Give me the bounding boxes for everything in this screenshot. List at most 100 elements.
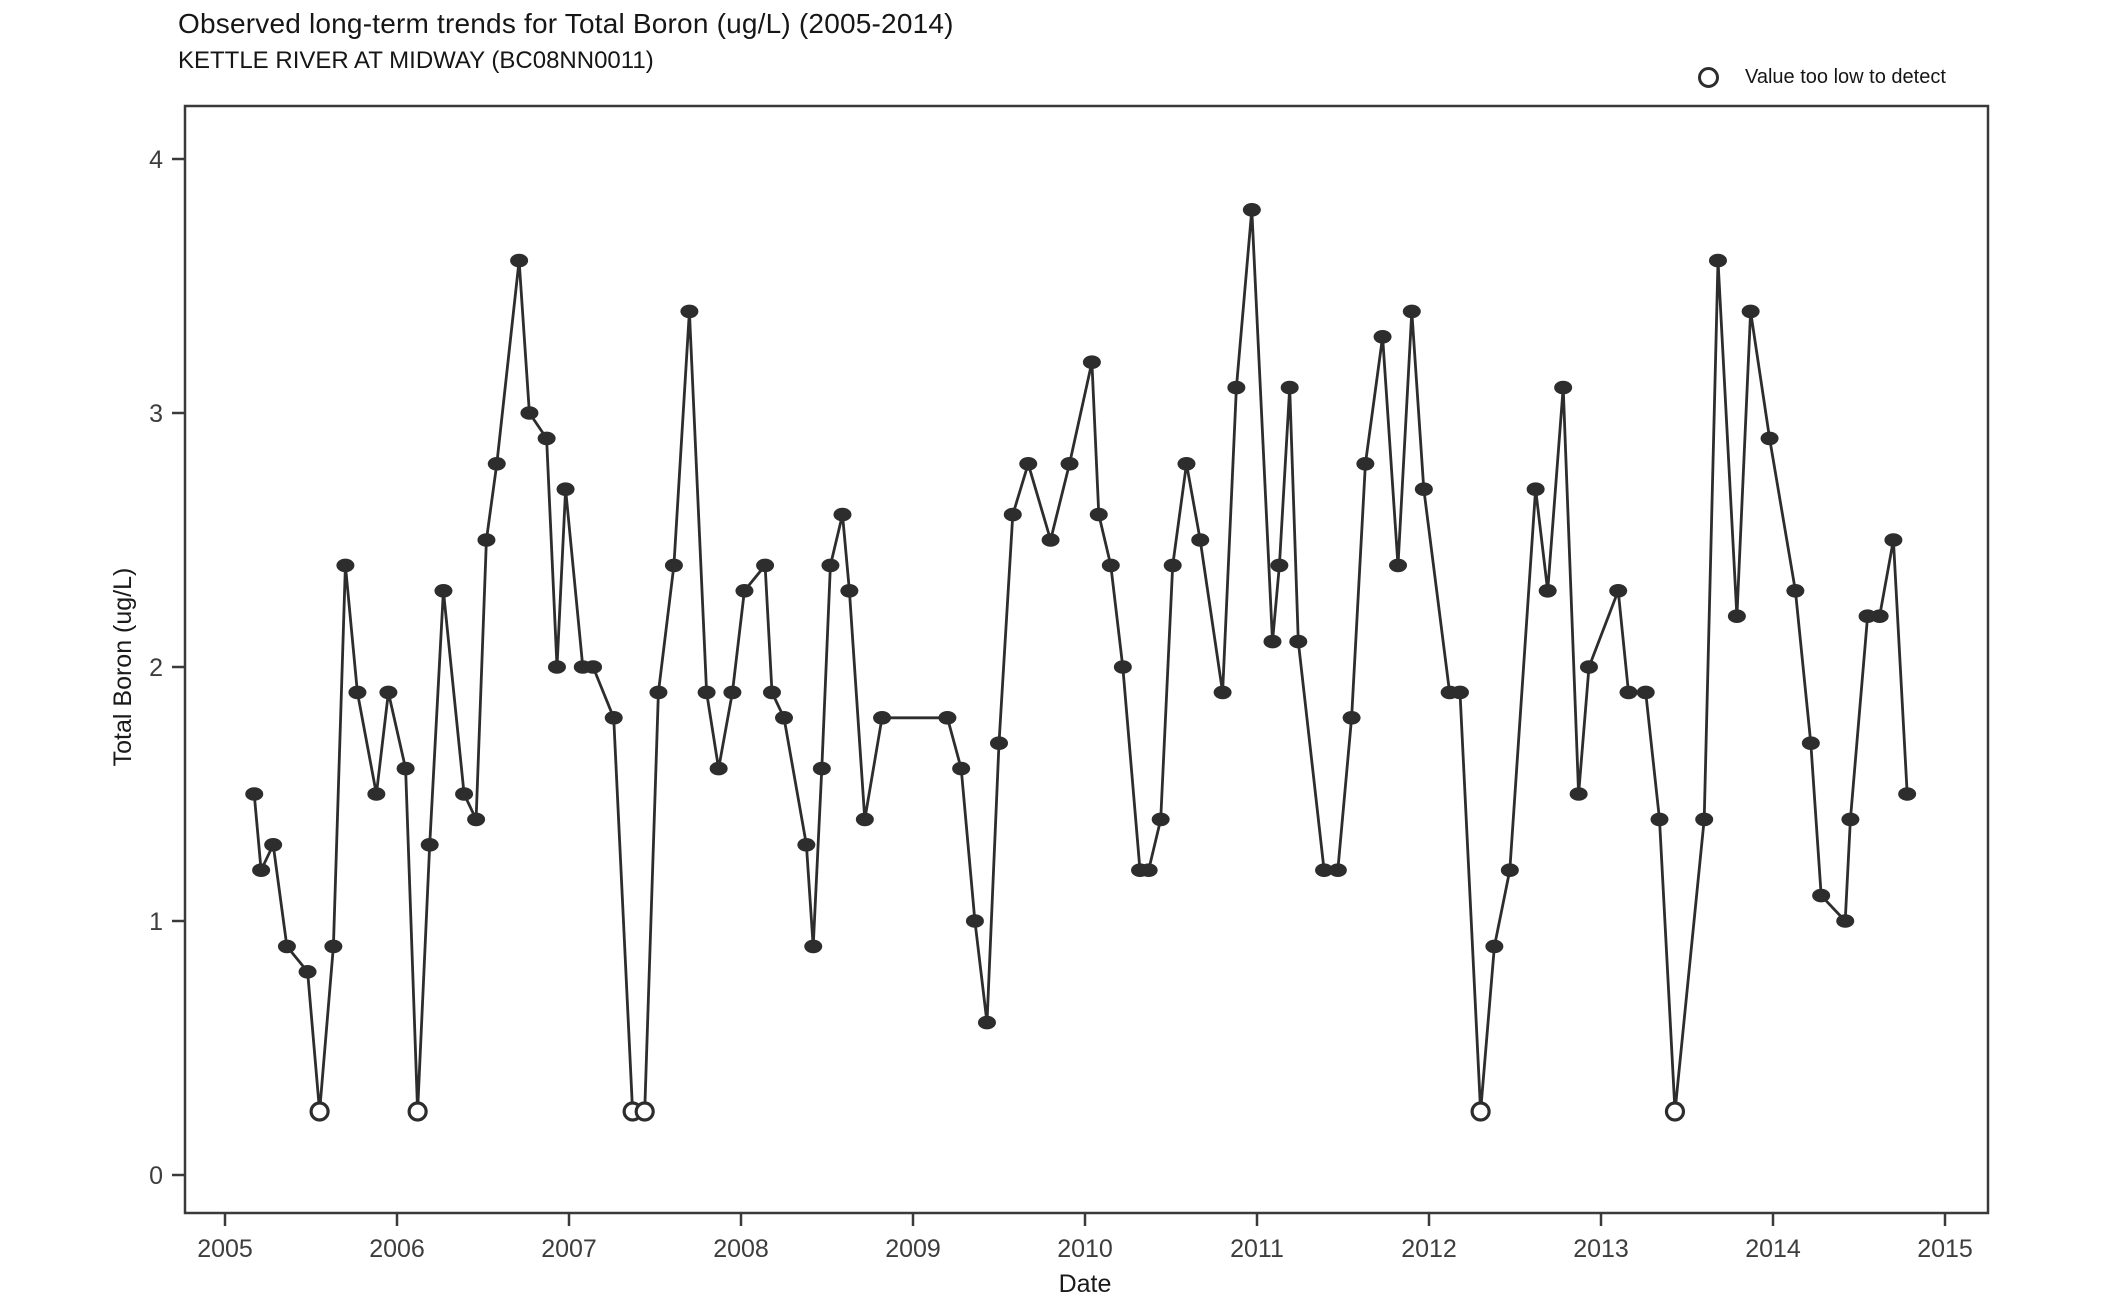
data-point [1786,584,1805,598]
data-point [1242,203,1261,217]
data-point [1538,584,1557,598]
data-point [1841,812,1860,827]
data-point [510,253,529,268]
x-tick-label: 2012 [1401,1235,1457,1263]
y-tick-label: 3 [149,400,163,428]
nondetect-point [309,1101,330,1122]
data-point [604,711,623,725]
data-point [298,965,317,979]
data-point [762,685,781,700]
data-point [477,533,496,547]
legend: Value too low to detect [1698,66,1946,89]
data-point [1708,253,1727,268]
data-point [1579,660,1598,674]
data-point [336,558,355,573]
data-point [664,558,683,573]
data-point [537,431,556,446]
data-point [420,838,439,852]
data-point [1151,812,1170,827]
open-circle-icon [1698,67,1719,88]
data-point [1609,584,1628,598]
data-point [812,761,831,776]
nondetect-point [634,1101,655,1122]
data-point [1328,863,1347,877]
data-point [1389,558,1408,573]
x-tick-label: 2013 [1573,1235,1629,1263]
data-point [547,660,566,674]
panel-border [183,104,1990,1215]
data-point [264,838,283,852]
data-point [1414,482,1433,497]
series-line [252,208,1909,1113]
data-point [1177,457,1196,471]
data-point [775,711,793,725]
data-point [1191,533,1210,547]
nondetect-point [1664,1101,1686,1122]
data-point [873,711,892,725]
data-point [797,838,816,852]
data-point [1569,787,1588,801]
data-point [1227,380,1246,395]
data-point [1356,457,1375,471]
data-point [277,939,296,954]
data-point [1760,431,1779,446]
chart-subtitle: KETTLE RIVER AT MIDWAY (BC08NN0011) [178,47,654,74]
x-tick-label: 2011 [1230,1235,1284,1263]
data-point [1450,685,1469,700]
data-point [379,685,398,700]
y-tick-label: 1 [149,908,163,936]
data-point [1060,457,1079,471]
data-point [1554,380,1573,395]
data-point [1695,812,1714,827]
x-tick-label: 2015 [1917,1235,1973,1263]
data-point [1373,330,1392,344]
data-point [1139,863,1158,877]
data-point [1101,558,1120,573]
x-tick-label: 2009 [885,1235,941,1263]
data-point [1163,558,1182,573]
x-tick-label: 2010 [1057,1235,1113,1263]
legend-label: Value too low to detect [1745,66,1946,88]
data-point [821,558,840,573]
data-point [840,584,859,598]
x-axis-title: Date [1059,1270,1112,1298]
data-point [556,482,575,497]
data-point [584,660,603,674]
data-point [938,711,957,725]
data-point [1619,685,1638,700]
y-tick-label: 0 [149,1162,163,1190]
x-tick-label: 2014 [1745,1235,1801,1263]
data-point [396,761,415,776]
data-point [680,304,699,319]
data-point [1898,787,1917,801]
data-point [1019,457,1038,471]
x-tick-label: 2006 [369,1235,425,1263]
data-point [1289,634,1308,649]
data-point [804,939,823,954]
data-point [252,863,271,877]
data-point [1315,863,1334,877]
nondetect-point [1470,1101,1491,1122]
y-axis-title: Total Boron (ug/L) [109,568,137,767]
data-point [1280,380,1299,395]
data-point [723,685,742,700]
x-tick-label: 2008 [713,1235,769,1263]
data-point [990,736,1008,750]
data-point [367,787,386,801]
data-point [1812,888,1831,903]
data-point [1041,533,1060,547]
data-point [1650,812,1669,827]
data-point [1870,609,1889,623]
x-tick-label: 2005 [197,1235,253,1263]
data-point [1213,685,1232,700]
data-point [977,1015,996,1030]
y-tick-label: 2 [149,654,163,682]
x-tick-label: 2007 [541,1235,597,1263]
data-point [1526,482,1545,497]
data-point [520,406,539,420]
data-point [1884,533,1903,547]
data-point [245,787,264,801]
data-point [1342,711,1361,725]
data-point [434,584,453,598]
